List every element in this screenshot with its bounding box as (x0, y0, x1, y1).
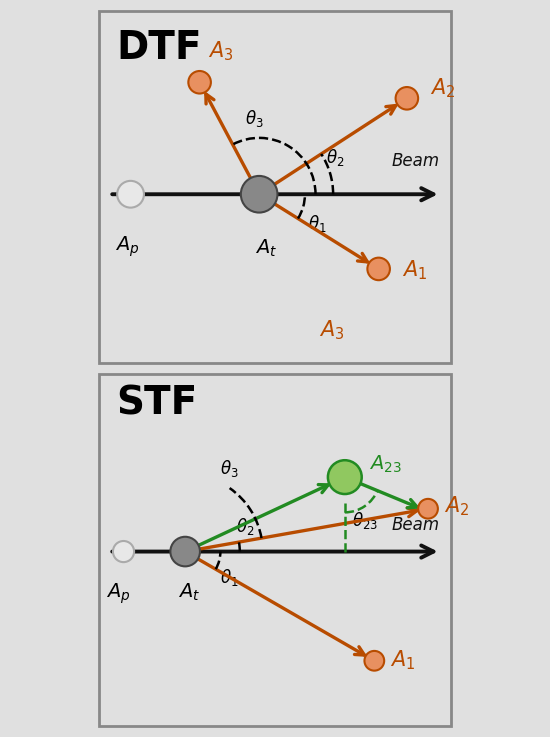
Circle shape (113, 541, 134, 562)
Text: $A_2$: $A_2$ (430, 77, 455, 100)
Text: $A_2$: $A_2$ (444, 495, 469, 518)
Circle shape (313, 346, 332, 366)
Text: $\theta_2$: $\theta_2$ (236, 516, 255, 537)
Text: $A_t$: $A_t$ (255, 238, 277, 259)
Text: $A_t$: $A_t$ (178, 581, 200, 603)
Circle shape (418, 499, 438, 519)
Text: $A_p$: $A_p$ (106, 581, 130, 606)
Circle shape (365, 651, 384, 671)
Text: $A_{23}$: $A_{23}$ (370, 454, 402, 475)
Text: $\theta_1$: $\theta_1$ (221, 567, 239, 588)
Circle shape (367, 258, 390, 280)
Circle shape (117, 181, 144, 208)
Circle shape (328, 460, 362, 494)
Text: DTF: DTF (117, 29, 202, 66)
Text: $A_1$: $A_1$ (402, 258, 427, 282)
Text: $A_3$: $A_3$ (208, 40, 234, 63)
Circle shape (241, 176, 277, 212)
Text: $\theta_2$: $\theta_2$ (326, 147, 344, 167)
Circle shape (188, 71, 211, 94)
Text: $A_1$: $A_1$ (390, 648, 415, 671)
Text: $A_p$: $A_p$ (115, 234, 139, 259)
Circle shape (170, 537, 200, 566)
Text: STF: STF (117, 384, 197, 422)
Text: Beam: Beam (392, 516, 440, 534)
Text: $A_3$: $A_3$ (319, 318, 344, 341)
Text: $\theta_3$: $\theta_3$ (245, 108, 263, 129)
Text: $\theta_3$: $\theta_3$ (221, 458, 239, 479)
Text: $\theta_1$: $\theta_1$ (309, 214, 327, 234)
Circle shape (395, 87, 418, 110)
Text: $\theta_{23}$: $\theta_{23}$ (352, 511, 378, 531)
Text: Beam: Beam (392, 152, 440, 170)
